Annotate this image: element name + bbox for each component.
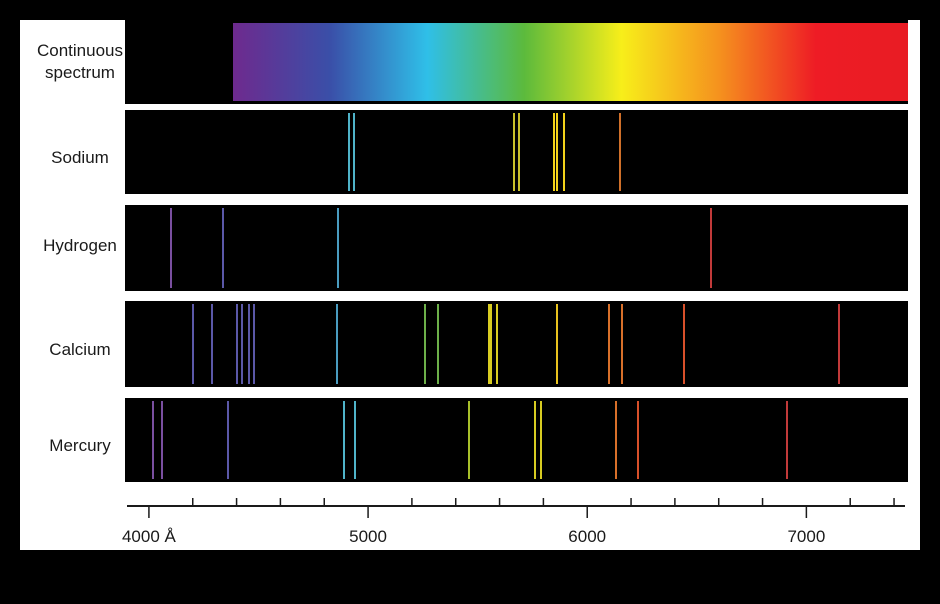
- calcium-emission-line: [253, 304, 256, 384]
- calcium-emission-line: [608, 304, 611, 384]
- mercury-emission-line: [785, 401, 788, 479]
- calcium-emission-line: [247, 304, 250, 384]
- sodium-emission-line: [553, 113, 556, 191]
- row-label-hydrogen: Hydrogen: [43, 236, 117, 255]
- calcium-emission-line: [496, 304, 499, 384]
- mercury-emission-line: [161, 401, 164, 479]
- hydrogen-emission-line: [222, 208, 225, 288]
- calcium-emission-line: [241, 304, 244, 384]
- axis-tick-label-7000: 7000: [787, 527, 826, 546]
- mercury-emission-line: [152, 401, 155, 479]
- sodium-spectrum-panel: [125, 110, 908, 194]
- sodium-emission-line: [619, 113, 622, 191]
- sodium-emission-line: [555, 113, 558, 191]
- calcium-emission-line: [424, 304, 427, 384]
- calcium-emission-line: [191, 304, 194, 384]
- row-label-calcium: Calcium: [49, 340, 111, 359]
- hydrogen-spectrum-panel: [125, 205, 908, 291]
- hydrogen-emission-line: [709, 208, 712, 288]
- sodium-emission-line: [518, 113, 521, 191]
- sodium-emission-line: [352, 113, 355, 191]
- spectra-figure: Continuous spectrum Sodium Hydrogen Calc…: [20, 20, 920, 550]
- axis-tick-label-4000: 4000 Å: [121, 527, 176, 546]
- calcium-emission-line: [336, 304, 339, 384]
- mercury-emission-line: [226, 401, 229, 479]
- continuous-spectrum-panel: [125, 20, 908, 104]
- calcium-emission-line: [682, 304, 685, 384]
- mercury-emission-line: [540, 401, 543, 479]
- axis-tick-label-5000: 5000: [349, 527, 387, 546]
- hydrogen-emission-line: [170, 208, 173, 288]
- mercury-emission-line: [533, 401, 536, 479]
- wavelength-axis: [127, 498, 905, 518]
- sodium-emission-line: [512, 113, 515, 191]
- calcium-spectrum-panel: [125, 301, 908, 387]
- mercury-emission-line: [353, 401, 356, 479]
- calcium-emission-line: [838, 304, 841, 384]
- calcium-emission-line: [555, 304, 558, 384]
- calcium-emission-line: [437, 304, 440, 384]
- calcium-emission-line: [235, 304, 238, 384]
- axis-tick-label-6000: 6000: [568, 527, 607, 546]
- mercury-emission-line: [342, 401, 345, 479]
- sodium-emission-line: [348, 113, 351, 191]
- mercury-spectrum-panel: [125, 398, 908, 482]
- calcium-emission-line: [489, 304, 492, 384]
- calcium-emission-line: [487, 304, 490, 384]
- hydrogen-emission-line: [336, 208, 339, 288]
- row-label-mercury: Mercury: [49, 436, 111, 455]
- mercury-emission-line: [614, 401, 617, 479]
- mercury-emission-line: [467, 401, 470, 479]
- continuous-spectrum-gradient: [233, 23, 908, 101]
- row-label-sodium: Sodium: [51, 148, 109, 167]
- sodium-emission-line: [563, 113, 566, 191]
- row-label-continuous: Continuous spectrum: [36, 41, 123, 82]
- calcium-emission-line: [621, 304, 624, 384]
- calcium-emission-line: [211, 304, 214, 384]
- mercury-emission-line: [636, 401, 639, 479]
